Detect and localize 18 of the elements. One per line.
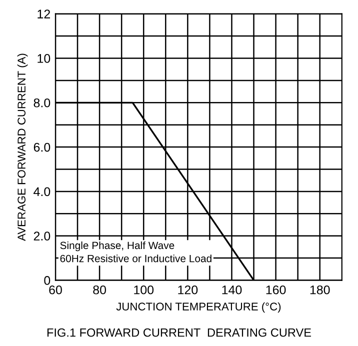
y-axis-title: AVERAGE FORWARD CURRENT (A) xyxy=(17,54,28,241)
x-axis-title: JUNCTION TEMPERATURE (°C) xyxy=(116,302,281,313)
x-tick-label: 60 xyxy=(49,285,62,294)
y-tick-label: 0 xyxy=(44,276,50,285)
text: 8.0 xyxy=(34,98,50,108)
annotation: Single Phase, Half Wave 60Hz Resistive or Inductive Load xyxy=(60,241,212,262)
text: 2.0 xyxy=(34,232,50,241)
x-tick-label: 140 xyxy=(222,285,242,294)
x-tick-label: 160 xyxy=(266,285,286,294)
y-tick-label: 10 xyxy=(38,54,50,63)
text: 4.0 xyxy=(34,187,50,196)
text: 6.0 xyxy=(34,142,50,152)
text: FIG.1 FORWARD CURRENT DERATING CURVE xyxy=(47,328,311,337)
x-tick-label: 120 xyxy=(178,285,198,294)
x-tick-label: 80 xyxy=(93,285,106,294)
x-tick-label: 180 xyxy=(310,285,330,294)
x-tick-label: 100 xyxy=(134,285,154,294)
y-tick-label: 12 xyxy=(38,10,50,18)
